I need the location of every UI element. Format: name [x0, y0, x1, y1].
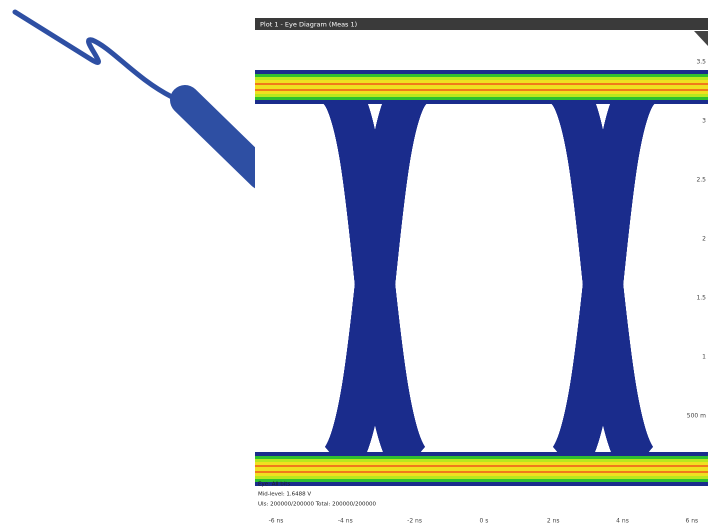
- corner-marker: [694, 31, 708, 46]
- probe-cable: [12, 9, 175, 100]
- x-label: 2 ns: [547, 518, 560, 525]
- x-label: 0 s: [479, 518, 488, 525]
- y-labels: 3.5 3 2.5 2 1.5 1 500 m: [687, 59, 706, 420]
- x-label: -4 ns: [338, 518, 353, 525]
- y-label: 1.5: [696, 295, 706, 302]
- y-label: 1: [702, 354, 706, 361]
- title-bar: [255, 18, 708, 30]
- x-label: 6 ns: [685, 518, 698, 525]
- y-label: 3.5: [696, 59, 706, 66]
- info-line: Mid-level: 1.6488 V: [258, 492, 311, 498]
- y-label: 2.5: [696, 177, 706, 184]
- y-label: 3: [702, 118, 706, 125]
- x-label: -2 ns: [407, 518, 422, 525]
- probe-body: [170, 85, 277, 190]
- y-label: 2: [702, 236, 706, 243]
- info-line: UIs: 200000/200000 Total: 200000/200000: [258, 502, 376, 508]
- info-line: Eye: All bits: [258, 482, 290, 488]
- x-label: -6 ns: [269, 518, 284, 525]
- info-panel: Eye: All bits Mid-level: 1.6488 V UIs: 200…: [258, 482, 376, 508]
- window-title: Plot 1 - Eye Diagram (Meas 1): [260, 21, 357, 29]
- x-label: 4 ns: [616, 518, 629, 525]
- x-labels: -6 ns -4 ns -2 ns 0 s 2 ns 4 ns 6 ns: [269, 518, 699, 525]
- eye-diagram: [255, 70, 708, 486]
- y-label: 500 m: [687, 413, 706, 420]
